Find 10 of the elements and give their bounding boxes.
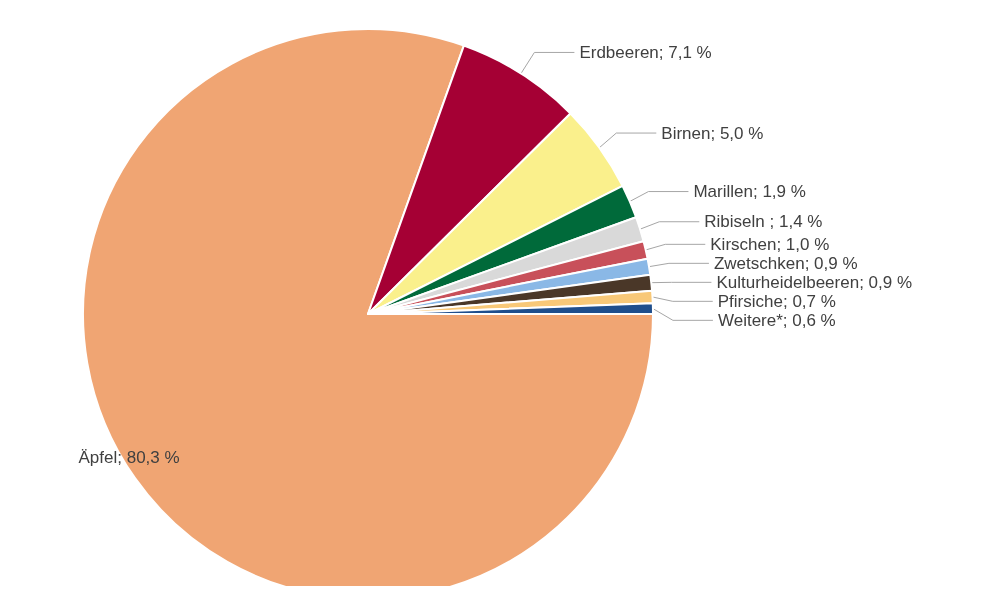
slice-label: Weitere*; 0,6 % bbox=[717, 310, 836, 330]
slice-label: Pfirsiche; 0,7 % bbox=[717, 291, 836, 311]
slice-label: Äpfel; 80,3 % bbox=[78, 448, 180, 468]
slice-label: Ribiseln ; 1,4 % bbox=[704, 212, 823, 232]
slice-label: Erdbeeren; 7,1 % bbox=[579, 42, 712, 62]
slice-label: Zwetschken; 0,9 % bbox=[713, 253, 858, 273]
slice-label: Kirschen; 1,0 % bbox=[710, 234, 830, 254]
slice-label: Birnen; 5,0 % bbox=[661, 123, 764, 143]
slice-label: Marillen; 1,9 % bbox=[693, 182, 806, 202]
slice-label: Kulturheidelbeeren; 0,9 % bbox=[716, 272, 913, 292]
